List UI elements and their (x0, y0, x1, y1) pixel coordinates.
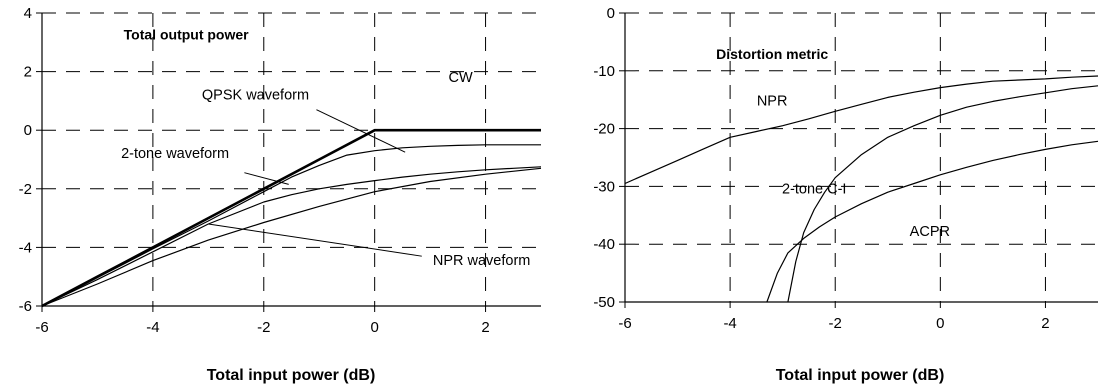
x-axis-label: Total input power (dB) (776, 367, 945, 384)
annotation-leader-line (244, 172, 289, 185)
x-axis-label: Total input power (dB) (207, 367, 376, 384)
annotation-leader-line (316, 109, 406, 153)
annotation-leader-line (208, 223, 422, 257)
y-tick-label: -20 (593, 121, 615, 138)
y-tick-label: -6 (19, 298, 32, 315)
x-tick-label: 2 (1041, 315, 1049, 332)
annotation-label: QPSK waveform (202, 87, 309, 103)
y-tick-label: 2 (24, 64, 32, 81)
x-tick-label: -6 (618, 315, 631, 332)
y-tick-label: -10 (593, 63, 615, 80)
series-line-qpsk-waveform (41, 144, 541, 307)
x-tick-label: -6 (35, 319, 48, 336)
annotation-label: ACPR (910, 224, 950, 240)
y-tick-label: -2 (19, 181, 32, 198)
chart-title: Total output power (124, 26, 249, 42)
series-line-2-tone-waveform (41, 166, 542, 307)
y-tick-label: 4 (24, 5, 32, 22)
series-line-npr (624, 75, 1099, 185)
annotation-label: NPR waveform (433, 253, 530, 269)
y-tick-label: -40 (593, 236, 615, 253)
y-tick-label: 0 (24, 122, 32, 139)
annotation-label: CW (449, 70, 473, 86)
annotation-label: 2-tone waveform (121, 146, 229, 162)
chart-panel-1: 4 2 0 -2 -4 -6-6 -4 -2 0 2 Total input power (dB) T… (19, 5, 542, 384)
series-line-cw (41, 128, 541, 308)
annotation-label: NPR (757, 93, 788, 109)
x-tick-label: -4 (723, 315, 736, 332)
x-tick-label: -4 (146, 319, 159, 336)
y-tick-label: -30 (593, 178, 615, 195)
x-tick-label: 0 (370, 319, 378, 336)
chart-title: Distortion metric (716, 46, 828, 62)
annotation-label: 2-tone C-I (782, 181, 846, 197)
x-tick-label: 0 (936, 315, 944, 332)
y-tick-label: -50 (593, 294, 615, 311)
y-tick-label: 0 (607, 5, 615, 22)
series-line-acpr (766, 140, 1099, 303)
y-tick-label: -4 (19, 239, 32, 256)
series-line-npr-waveform (41, 167, 542, 307)
x-tick-label: -2 (257, 319, 270, 336)
series-line-2-tone-c-i (787, 85, 1099, 303)
x-tick-label: 2 (481, 319, 489, 336)
x-tick-label: -2 (829, 315, 842, 332)
